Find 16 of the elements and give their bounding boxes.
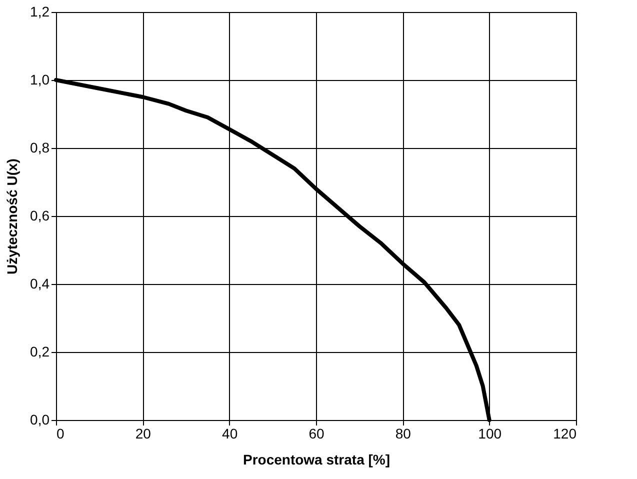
x-tick-label: 100 xyxy=(478,426,502,442)
x-tick-label: 0 xyxy=(56,426,64,442)
x-tick-label: 20 xyxy=(135,426,152,442)
x-tick-label: 40 xyxy=(222,426,238,442)
y-tick-label: 1,2 xyxy=(30,4,50,20)
x-tick-label: 120 xyxy=(553,426,577,442)
y-tick-label: 0,4 xyxy=(30,276,50,292)
y-tick-label: 0,2 xyxy=(30,344,50,360)
y-axis-title: Użyteczność U(x) xyxy=(4,158,20,274)
x-tick-label: 80 xyxy=(395,426,412,442)
y-tick-label: 0,6 xyxy=(30,208,50,224)
x-axis-title: Procentowa strata [%] xyxy=(242,452,390,468)
y-tick-label: 0,8 xyxy=(30,140,50,156)
x-tick-label: 60 xyxy=(308,426,324,442)
y-tick-label: 1,0 xyxy=(30,72,50,88)
y-tick-label: 0,0 xyxy=(30,412,50,428)
